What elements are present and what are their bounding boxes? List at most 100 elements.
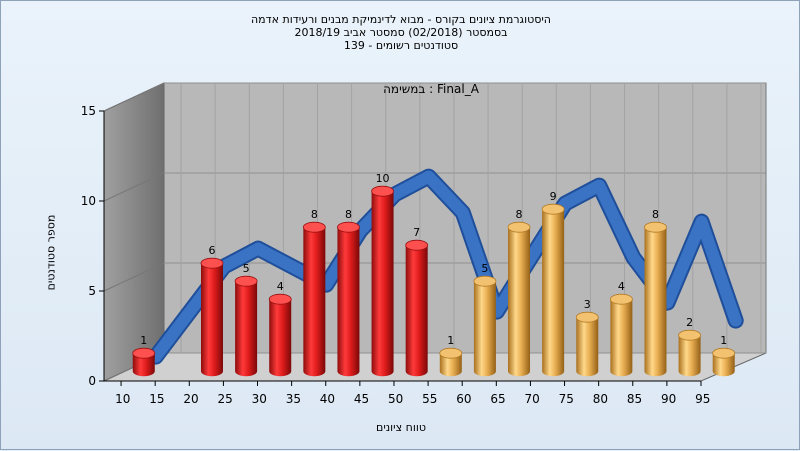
bar-body bbox=[473, 281, 496, 377]
bar-body bbox=[644, 227, 667, 377]
y-tick-label: 15 bbox=[81, 104, 96, 118]
bar bbox=[268, 293, 292, 377]
bar-value-label: 8 bbox=[311, 208, 318, 221]
x-tick-label: 45 bbox=[354, 392, 369, 406]
x-tick-label: 30 bbox=[252, 392, 267, 406]
task-annotation: במשימה : Final_A bbox=[383, 82, 480, 96]
bar-value-label: 8 bbox=[516, 208, 523, 221]
x-tick-label: 65 bbox=[490, 392, 505, 406]
bar-cap bbox=[644, 221, 667, 233]
chart-title-line-2: בסמסטר (02/2018) סמסטר אביב 2018/19 bbox=[294, 26, 508, 39]
chart-title-line-1: היסטוגרמת ציונים בקורס - מבוא לדינמיקת מ… bbox=[250, 13, 551, 26]
bar bbox=[405, 239, 429, 377]
bars bbox=[132, 185, 736, 377]
bar-value-label: 1 bbox=[447, 334, 454, 347]
y-tick-label: 0 bbox=[88, 374, 96, 388]
bar bbox=[644, 221, 667, 377]
bar-cap bbox=[609, 293, 633, 305]
bar-value-label: 4 bbox=[277, 280, 284, 293]
bar-cap bbox=[337, 221, 360, 233]
bar bbox=[337, 221, 360, 377]
bar-body bbox=[576, 317, 599, 377]
bar-body bbox=[678, 335, 701, 377]
bar-value-label: 8 bbox=[652, 208, 659, 221]
x-tick-label: 95 bbox=[695, 392, 710, 406]
x-tick-label: 85 bbox=[627, 392, 642, 406]
bar-value-label: 7 bbox=[413, 226, 420, 239]
bar-cap bbox=[234, 275, 258, 287]
bar-body bbox=[371, 191, 394, 377]
bar bbox=[678, 329, 701, 377]
x-tick-label: 10 bbox=[115, 392, 130, 406]
bar bbox=[541, 203, 565, 377]
bar bbox=[132, 347, 156, 377]
bar-value-label: 5 bbox=[481, 262, 488, 275]
data-labels: 1 6 5 4 8 8 10 7 1 5 8 9 3 4 8 2 1 bbox=[140, 172, 727, 347]
bar bbox=[575, 311, 599, 377]
bar-cap bbox=[712, 347, 736, 359]
bar-cap bbox=[678, 329, 701, 341]
bar-body bbox=[508, 227, 531, 377]
gridline-side bbox=[103, 82, 165, 112]
x-tick-label: 55 bbox=[422, 392, 437, 406]
bar-value-label: 1 bbox=[140, 334, 147, 347]
bar-body bbox=[439, 353, 462, 377]
bar-value-label: 9 bbox=[550, 190, 557, 203]
gridline-side bbox=[103, 172, 165, 202]
bar-cap bbox=[439, 347, 463, 359]
chart-title-line-3: סטודנטים רשומים - 139 bbox=[343, 39, 459, 52]
bar-body bbox=[542, 209, 565, 377]
x-tick-label: 50 bbox=[388, 392, 403, 406]
x-axis-label: טווח ציונים bbox=[376, 421, 426, 434]
x-tick-label: 90 bbox=[661, 392, 676, 406]
bar-value-label: 1 bbox=[720, 334, 727, 347]
x-tick-label: 40 bbox=[320, 392, 335, 406]
bar-value-label: 4 bbox=[618, 280, 625, 293]
bar-body bbox=[337, 227, 360, 377]
bar-body bbox=[303, 227, 326, 377]
x-tick-label: 80 bbox=[593, 392, 608, 406]
bar-body bbox=[269, 299, 292, 377]
bar-body bbox=[235, 281, 258, 377]
bar-cap bbox=[473, 275, 497, 287]
bar-cap bbox=[541, 203, 565, 215]
y-axis-label: מספר סטודנטים bbox=[44, 214, 58, 291]
bar-value-label: 6 bbox=[208, 244, 215, 257]
bar-cap bbox=[371, 185, 394, 197]
bar-cap bbox=[132, 347, 156, 359]
bar bbox=[200, 257, 224, 377]
bar-cap bbox=[507, 221, 531, 233]
x-tick-label: 25 bbox=[217, 392, 232, 406]
bar-body bbox=[132, 353, 155, 377]
x-tick-label: 15 bbox=[149, 392, 164, 406]
bar bbox=[507, 221, 531, 377]
bar-cap bbox=[575, 311, 599, 323]
x-tick-label: 20 bbox=[183, 392, 198, 406]
bar-body bbox=[405, 245, 428, 377]
bar-value-label: 5 bbox=[243, 262, 250, 275]
y-tick-label: 5 bbox=[88, 284, 96, 298]
bar-cap bbox=[302, 221, 326, 233]
gridline-side bbox=[103, 262, 165, 292]
bar-body bbox=[200, 263, 223, 377]
x-tick-label: 75 bbox=[559, 392, 574, 406]
bar bbox=[473, 275, 497, 377]
bar-cap bbox=[200, 257, 224, 269]
bar bbox=[371, 185, 394, 377]
bar-value-label: 3 bbox=[584, 298, 591, 311]
side-wall bbox=[103, 82, 165, 382]
x-tick-label: 60 bbox=[456, 392, 471, 406]
bar-value-label: 10 bbox=[376, 172, 390, 185]
bar-cap bbox=[405, 239, 429, 251]
bar-value-label: 2 bbox=[686, 316, 693, 329]
bar bbox=[302, 221, 326, 377]
bar-body bbox=[610, 299, 633, 377]
bar bbox=[234, 275, 258, 377]
bar-body bbox=[712, 353, 735, 377]
x-tick-label: 35 bbox=[286, 392, 301, 406]
bar bbox=[712, 347, 736, 377]
bar bbox=[609, 293, 633, 377]
